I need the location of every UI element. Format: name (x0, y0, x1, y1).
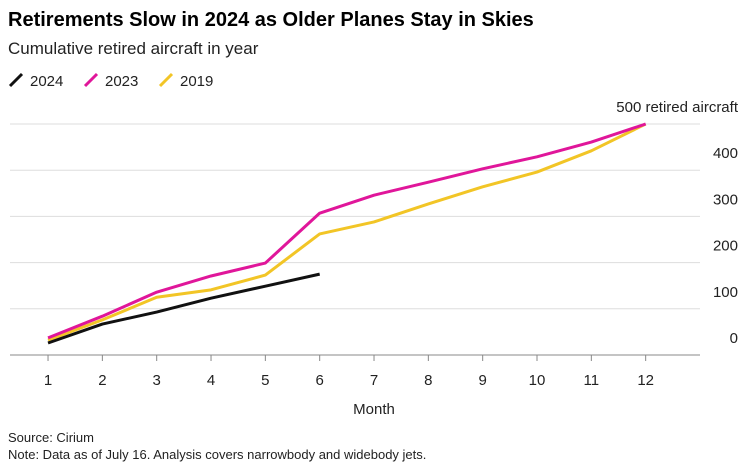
series-line (47, 122, 647, 340)
x-tick-label: 11 (584, 372, 600, 389)
x-tick-label: 12 (637, 372, 654, 389)
y-tick-label: 0 (730, 330, 738, 347)
series-line (47, 272, 321, 345)
chart-title: Retirements Slow in 2024 as Older Planes… (8, 9, 534, 31)
x-tick-label: 6 (316, 372, 324, 389)
note: Note: Data as of July 16. Analysis cover… (8, 447, 426, 462)
x-tick-label: 3 (153, 372, 161, 389)
y-tick-label: 400 (713, 145, 738, 162)
legend-swatch (83, 72, 99, 88)
legend-swatch (8, 72, 24, 88)
legend-label: 2023 (105, 73, 138, 90)
source: Source: Cirium (8, 430, 94, 445)
y-tick-label: 300 (713, 191, 738, 208)
y-tick-label: 500 retired aircraft (616, 99, 739, 116)
x-tick-label: 5 (261, 372, 269, 389)
chart-subtitle: Cumulative retired aircraft in year (8, 39, 259, 58)
x-tick-label: 7 (370, 372, 378, 389)
x-tick-label: 4 (207, 372, 215, 389)
x-axis-label: Month (353, 401, 395, 418)
y-tick-label: 100 (713, 284, 738, 301)
y-tick-label: 200 (713, 238, 738, 255)
x-tick-label: 8 (424, 372, 432, 389)
x-tick-label: 2 (98, 372, 106, 389)
x-tick-label: 9 (479, 372, 487, 389)
x-tick-label: 1 (44, 372, 52, 389)
legend-swatch (158, 72, 174, 88)
legend-label: 2024 (30, 73, 63, 90)
series-line (47, 122, 647, 342)
x-tick-label: 10 (529, 372, 546, 389)
legend-label: 2019 (180, 73, 213, 90)
